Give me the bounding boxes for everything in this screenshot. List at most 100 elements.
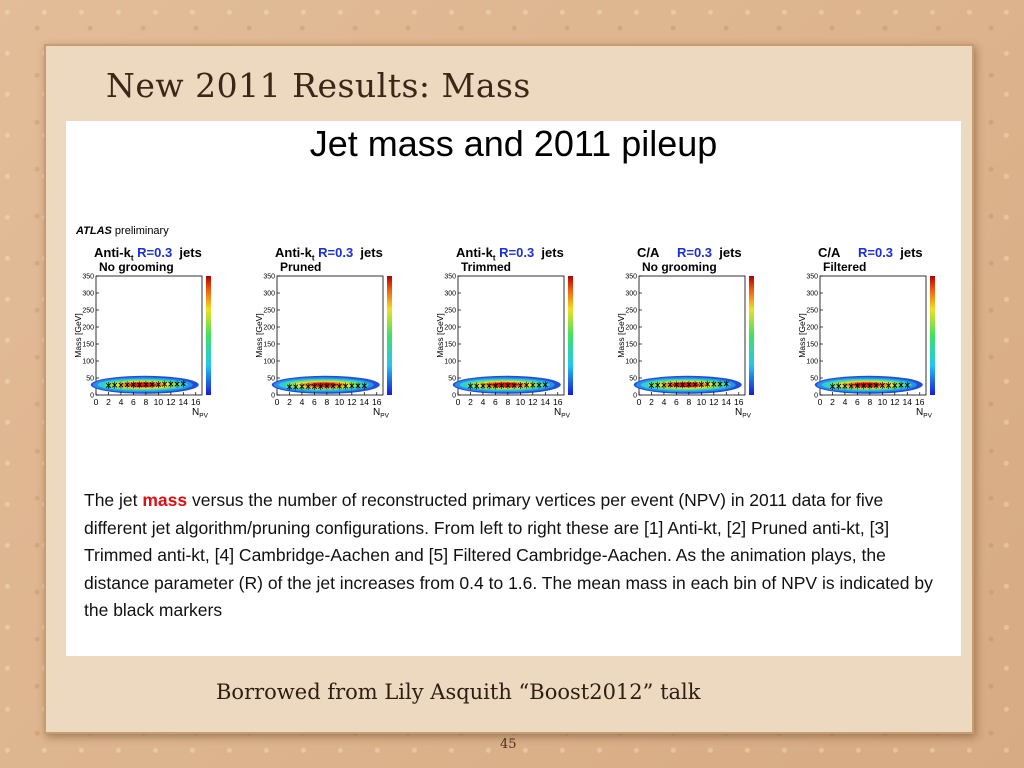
mean-marker <box>330 382 336 390</box>
mean-marker <box>692 380 698 388</box>
color-scale-bar <box>206 276 211 395</box>
mean-marker <box>879 381 885 389</box>
mean-marker <box>854 382 860 390</box>
plot-frame <box>819 275 927 396</box>
mean-marker <box>904 381 910 389</box>
x-axis-subscript: PV <box>199 413 208 420</box>
preliminary-label: preliminary <box>114 225 169 237</box>
mean-marker <box>324 382 330 390</box>
y-tick-label: 350 <box>806 274 818 281</box>
y-tick-label: 250 <box>444 308 456 315</box>
mean-marker <box>667 381 673 389</box>
mean-marker <box>886 381 892 389</box>
mean-marker <box>711 380 717 388</box>
page-number: 45 <box>500 737 517 752</box>
y-tick-label: 150 <box>263 342 275 349</box>
x-axis-label: NPV <box>735 407 752 420</box>
mean-marker <box>898 381 904 389</box>
jets-label: jets <box>175 245 202 260</box>
y-tick-label: 100 <box>625 359 637 366</box>
y-tick-label: 300 <box>444 291 456 298</box>
mean-marker <box>467 382 473 390</box>
mean-marker <box>305 383 311 390</box>
grooming-label: No grooming <box>642 260 717 274</box>
y-tick-label: 200 <box>444 325 456 332</box>
x-tick-label: 2 <box>649 397 654 407</box>
jets-label: jets <box>356 245 383 260</box>
x-tick-label: 0 <box>637 397 642 407</box>
y-tick-label: 100 <box>444 359 456 366</box>
mean-marker <box>867 382 873 390</box>
x-tick-label: 14 <box>360 397 370 407</box>
x-tick-label: 4 <box>843 397 848 407</box>
y-tick-label: 350 <box>82 274 94 281</box>
x-tick-label: 6 <box>674 397 679 407</box>
y-tick-label: 350 <box>444 274 456 281</box>
panel-title: Anti-kt R=0.3 jets <box>94 245 202 263</box>
algo-label: Anti-k <box>456 245 493 260</box>
color-scale-bar <box>930 276 935 395</box>
grooming-label: Filtered <box>823 260 867 274</box>
y-tick-label: 100 <box>82 359 94 366</box>
caption-highlight: mass <box>142 490 188 510</box>
y-axis-label: Mass [GeV] <box>255 313 264 357</box>
y-tick-label: 200 <box>263 325 275 332</box>
y-tick-label: 0 <box>452 393 456 400</box>
y-tick-label: 100 <box>806 359 818 366</box>
y-tick-label: 250 <box>625 308 637 315</box>
x-tick-label: 12 <box>890 397 900 407</box>
grooming-label: Pruned <box>280 260 322 274</box>
mean-marker <box>474 382 480 390</box>
mean-marker <box>143 380 149 388</box>
y-tick-label: 300 <box>82 291 94 298</box>
x-axis-subscript: PV <box>380 413 389 420</box>
mean-marker <box>168 380 174 388</box>
figure-heading: Jet mass and 2011 pileup <box>309 123 718 164</box>
x-tick-label: 16 <box>553 397 563 407</box>
mean-marker <box>848 382 854 390</box>
plot-panel-2: Anti-kt R=0.3 jets Pruned 0 50 100 150 200 250 3… <box>255 241 415 421</box>
color-scale-bar <box>387 276 392 395</box>
mean-marker <box>842 382 848 390</box>
atlas-preliminary-label: ATLAS preliminary <box>76 225 169 237</box>
radius-label: R=0.3 <box>673 245 716 260</box>
slide-credit: Borrowed from Lily Asquith “Boost2012” t… <box>216 680 701 704</box>
mean-marker <box>717 380 723 388</box>
mean-marker <box>499 381 505 389</box>
algo-subscript: t <box>311 253 315 263</box>
mean-marker <box>286 383 292 391</box>
algo-subscript: t <box>130 253 134 263</box>
plot-panel-1: Anti-kt R=0.3 jets No grooming 0 50 100 150 20… <box>74 241 234 421</box>
x-axis-label: NPV <box>192 407 209 420</box>
y-tick-label: 50 <box>86 376 94 383</box>
x-tick-label: 10 <box>878 397 888 407</box>
x-tick-label: 16 <box>372 397 382 407</box>
mean-marker <box>361 382 367 390</box>
y-tick-label: 250 <box>806 308 818 315</box>
x-tick-label: 6 <box>131 397 136 407</box>
caption-text-end: versus the number of reconstructed prima… <box>84 490 933 620</box>
mean-marker <box>311 383 317 390</box>
plot-panel-5: C/A R=0.3 jets Filtered 0 50 100 150 200 250 300… <box>798 241 958 421</box>
x-tick-label: 2 <box>830 397 835 407</box>
y-axis-label: Mass [GeV] <box>74 313 83 357</box>
mean-marker <box>511 381 517 389</box>
radius-label: R=0.3 <box>495 245 538 260</box>
mean-marker <box>293 383 299 391</box>
y-axis-label: Mass [GeV] <box>617 313 626 357</box>
mean-marker <box>299 383 305 390</box>
mean-marker <box>530 381 536 389</box>
algo-label: Anti-k <box>275 245 312 260</box>
jets-label: jets <box>715 245 742 260</box>
y-tick-label: 200 <box>82 325 94 332</box>
mean-marker <box>349 382 355 390</box>
plot-frame <box>457 275 565 396</box>
y-tick-label: 50 <box>810 376 818 383</box>
mean-marker <box>124 381 130 389</box>
x-tick-label: 16 <box>191 397 201 407</box>
color-scale-bar <box>749 276 754 395</box>
mean-marker <box>517 381 523 389</box>
